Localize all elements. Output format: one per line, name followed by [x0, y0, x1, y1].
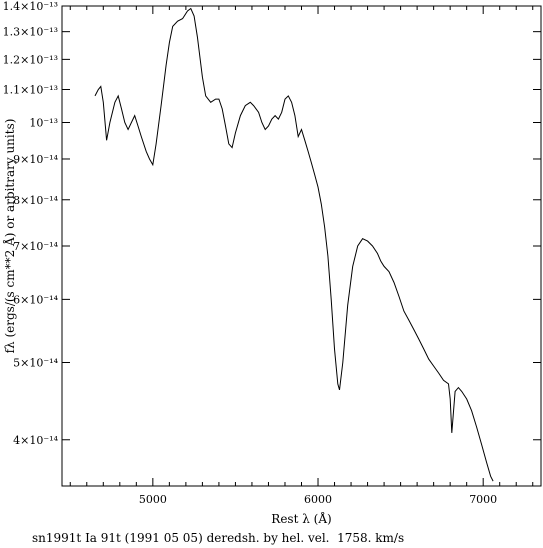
y-tick-label: 6×10⁻¹⁴ [13, 293, 58, 306]
x-tick-label: 7000 [469, 493, 497, 506]
spectrum-line [94, 7, 494, 482]
x-axis-label: Rest λ (Å) [271, 511, 331, 526]
x-tick-label: 6000 [304, 493, 332, 506]
y-tick-label: 1.4×10⁻¹³ [3, 0, 58, 13]
y-tick-label: 8×10⁻¹⁴ [13, 194, 58, 207]
y-tick-label: 4×10⁻¹⁴ [13, 434, 58, 447]
y-ticks: 4×10⁻¹⁴ 5×10⁻¹⁴ 6×10⁻¹⁴ 7×10⁻¹⁴ 8×10⁻¹⁴ 9×10⁻… [3, 0, 541, 447]
y-tick-label: 10⁻¹³ [29, 117, 58, 130]
chart-caption: sn1991t Ia 91t (1991 05 05) deredsh. by … [32, 531, 405, 545]
y-tick-label: 1.1×10⁻¹³ [3, 84, 58, 97]
y-axis-label: fλ (ergs/(s cm**2 Å) or arbitrary units) [2, 119, 17, 354]
y-tick-label: 7×10⁻¹⁴ [13, 240, 58, 253]
x-tick-label: 5000 [139, 493, 167, 506]
y-tick-label: 5×10⁻¹⁴ [13, 357, 58, 370]
y-tick-label: 1.3×10⁻¹³ [3, 26, 58, 39]
y-tick-label: 1.2×10⁻¹³ [3, 53, 58, 66]
x-ticks: 5000 6000 7000 [69, 6, 534, 506]
plot-frame [61, 5, 542, 487]
y-tick-label: 9×10⁻¹⁴ [13, 153, 58, 166]
